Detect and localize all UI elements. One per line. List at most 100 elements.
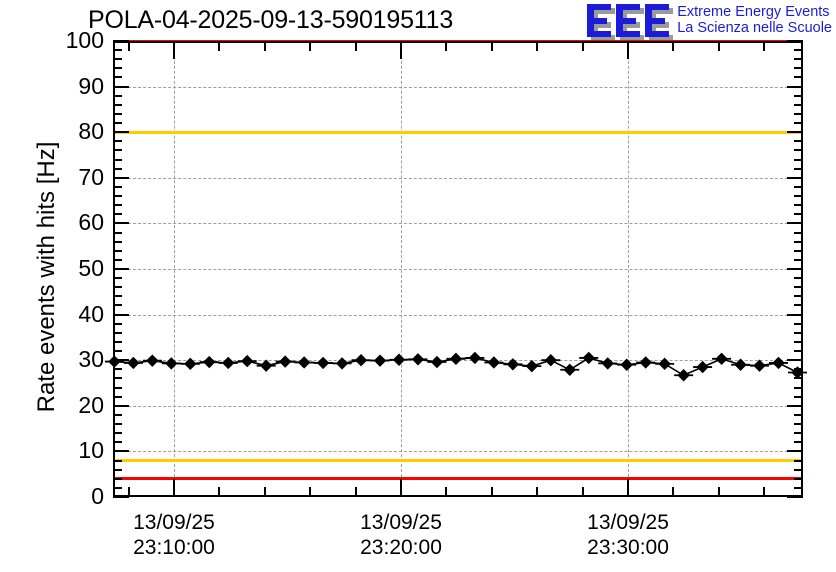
y-major-tick: [113, 404, 129, 407]
y-minor-tick: [794, 112, 803, 115]
y-minor-tick: [794, 304, 803, 307]
y-minor-tick: [113, 432, 122, 435]
y-minor-tick: [113, 441, 122, 444]
data-point-marker: [772, 356, 785, 370]
reference-line-lower-warning: [113, 459, 803, 463]
y-minor-tick: [794, 459, 803, 462]
x-tick-time: 23:30:00: [587, 535, 669, 559]
y-minor-tick: [794, 185, 803, 188]
eee-logo-line2: La Scienza nelle Scuole: [677, 20, 832, 37]
y-minor-tick: [794, 386, 803, 389]
page-title: POLA-04-2025-09-13-590195113: [88, 6, 454, 34]
x-major-tick: [627, 41, 630, 59]
y-minor-tick: [113, 94, 122, 97]
y-major-tick: [113, 131, 129, 134]
y-minor-tick: [794, 477, 803, 480]
y-minor-tick: [794, 486, 803, 489]
data-point-marker: [335, 357, 349, 370]
y-minor-tick: [794, 122, 803, 125]
y-major-tick: [787, 40, 803, 42]
y-tick-label: 10: [78, 437, 104, 464]
y-minor-tick: [113, 322, 122, 325]
data-point-marker: [468, 351, 482, 365]
y-minor-tick: [794, 331, 803, 334]
data-point-marker: [715, 352, 728, 366]
y-minor-tick: [794, 158, 803, 161]
y-minor-tick: [113, 477, 122, 480]
y-minor-tick: [113, 395, 122, 398]
x-minor-tick: [127, 41, 130, 51]
y-minor-tick: [113, 468, 122, 471]
data-point-marker: [658, 357, 671, 371]
x-minor-tick: [309, 487, 312, 497]
data-point-marker: [373, 354, 387, 367]
data-point-marker: [184, 357, 197, 371]
data-point-marker: [563, 363, 576, 376]
x-minor-tick: [536, 487, 539, 497]
reference-line-lower-alarm: [113, 477, 803, 481]
y-minor-tick: [794, 413, 803, 416]
y-major-tick: [113, 222, 129, 225]
y-minor-tick: [113, 277, 122, 280]
x-minor-tick: [354, 41, 357, 51]
data-point-marker: [753, 359, 766, 372]
y-minor-tick: [794, 277, 803, 280]
y-minor-tick: [794, 286, 803, 289]
x-tick-date: 13/09/25: [587, 511, 669, 534]
y-minor-tick: [113, 103, 122, 106]
x-minor-tick: [218, 41, 221, 51]
y-minor-tick: [113, 413, 122, 416]
eee-logo-text: Extreme Energy Events La Scienza nelle S…: [677, 3, 832, 36]
x-minor-tick: [309, 41, 312, 51]
y-minor-tick: [794, 295, 803, 298]
x-minor-tick: [717, 487, 720, 497]
data-point-marker: [241, 354, 254, 368]
y-minor-tick: [113, 213, 122, 216]
data-point-marker: [354, 354, 368, 367]
data-point-marker: [449, 352, 463, 366]
x-minor-tick: [127, 487, 130, 497]
y-minor-tick: [113, 67, 122, 70]
y-tick-label: 0: [91, 483, 104, 509]
x-major-tick: [172, 41, 175, 59]
y-minor-tick: [794, 103, 803, 106]
y-major-tick: [113, 313, 129, 316]
reference-line-upper-warning: [113, 130, 803, 134]
eee-mark-icon: [587, 4, 674, 41]
x-minor-tick: [490, 41, 493, 51]
data-point-marker: [639, 356, 652, 369]
y-tick-label: 60: [78, 209, 104, 236]
y-major-tick: [113, 176, 129, 179]
data-point-marker: [487, 356, 501, 369]
y-minor-tick: [794, 149, 803, 152]
y-minor-tick: [113, 423, 122, 426]
y-tick-label: 30: [78, 346, 104, 373]
y-minor-tick: [113, 158, 122, 161]
y-minor-tick: [113, 304, 122, 307]
y-minor-tick: [113, 386, 122, 389]
data-point-marker: [411, 353, 425, 366]
plot-frame: [113, 41, 803, 497]
y-minor-tick: [794, 377, 803, 380]
y-minor-tick: [794, 49, 803, 52]
y-major-tick: [787, 268, 803, 270]
y-tick-label: 100: [65, 27, 104, 53]
y-minor-tick: [113, 76, 122, 79]
y-minor-tick: [113, 112, 122, 115]
x-minor-tick: [581, 41, 584, 51]
y-minor-tick: [113, 140, 122, 143]
y-major-tick: [113, 268, 129, 270]
x-tick-time: 23:20:00: [360, 535, 442, 559]
y-minor-tick: [794, 432, 803, 435]
y-minor-tick: [113, 377, 122, 380]
y-tick-label: 20: [78, 391, 104, 418]
y-minor-tick: [794, 350, 803, 353]
x-minor-tick: [490, 487, 493, 497]
x-minor-tick: [445, 41, 448, 51]
eee-logo-line1: Extreme Energy Events: [677, 4, 830, 20]
y-major-tick: [787, 85, 803, 88]
x-minor-tick: [672, 487, 675, 497]
y-minor-tick: [113, 459, 122, 462]
y-minor-tick: [794, 213, 803, 216]
